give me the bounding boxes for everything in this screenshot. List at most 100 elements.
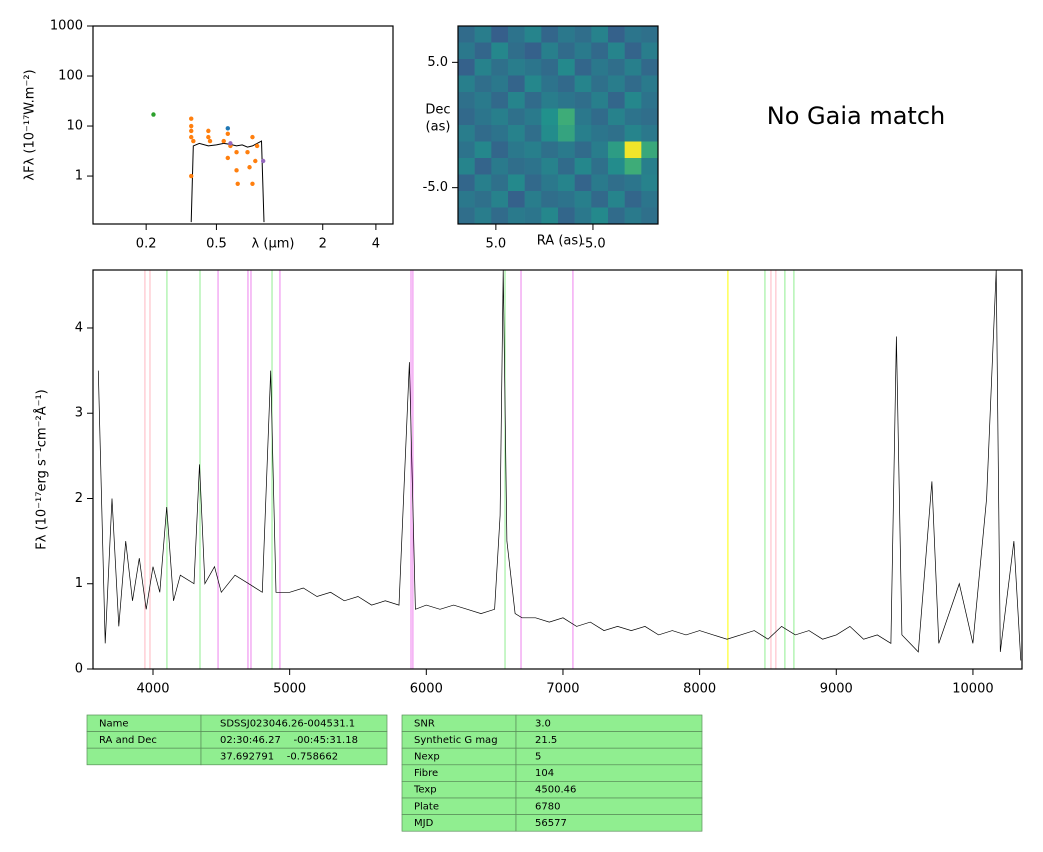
image-pixel	[624, 26, 642, 43]
image-pixel	[591, 59, 609, 76]
image-pixel	[474, 141, 492, 159]
photometry-point	[189, 128, 194, 134]
image-pixel	[474, 92, 492, 109]
image-pixel	[491, 158, 509, 175]
image-pixel	[524, 158, 542, 175]
table-cell	[515, 747, 703, 766]
y-tick-label: 1	[75, 169, 83, 184]
image-pixel	[574, 92, 592, 109]
plot-frame	[457, 25, 659, 225]
image-pixel	[608, 59, 625, 76]
image-pixel	[491, 59, 509, 76]
image-pixel	[508, 26, 525, 43]
spectrum	[97, 270, 1022, 661]
photometry-point	[234, 168, 239, 173]
plot-frame	[92, 269, 1023, 670]
photometry-point	[189, 123, 194, 129]
image-pixel	[524, 108, 542, 126]
image-pixel	[574, 158, 592, 175]
image-pixel	[641, 174, 659, 192]
y-tick-label: 4	[75, 320, 83, 335]
y-axis-label: Dec	[425, 103, 450, 118]
image-pixel	[608, 158, 625, 175]
photometry-point	[191, 138, 196, 144]
y-tick-label: 1000	[50, 19, 83, 34]
image-pixel	[458, 158, 475, 175]
image-pixel	[591, 207, 609, 225]
image-pixel	[641, 141, 659, 159]
x-tick-label: -5.0	[580, 237, 605, 252]
photometry-point	[250, 134, 255, 140]
image-pixel	[591, 191, 609, 208]
image-pixel	[524, 191, 542, 208]
image-pixel	[541, 92, 559, 109]
image-pixel	[491, 207, 509, 225]
photometry-point	[250, 181, 255, 187]
image-pixel	[558, 191, 575, 208]
image-pixel	[608, 108, 625, 126]
table-value: 4500.46	[535, 785, 576, 796]
image-pixel	[591, 92, 609, 109]
image-pixel	[508, 59, 525, 76]
image-pixel	[474, 42, 492, 60]
table-value: 104	[535, 768, 554, 779]
table-cell	[515, 814, 703, 832]
image-pixel	[474, 174, 492, 192]
image-pixel	[591, 125, 609, 142]
x-tick-label: 6000	[410, 682, 443, 697]
image-pixel	[574, 26, 592, 43]
image-pixel	[491, 92, 509, 109]
image-pixel	[574, 207, 592, 225]
table-label: Synthetic G mag	[414, 735, 498, 746]
image-pixel	[458, 26, 475, 43]
image-pixel	[458, 174, 475, 192]
image-pixel	[524, 59, 542, 76]
y-tick-label: 5.0	[427, 55, 448, 70]
image-pixel	[574, 174, 592, 192]
image-pixel	[608, 125, 625, 142]
image-pixel	[458, 92, 475, 109]
image-pixel	[558, 108, 575, 126]
image-pixel	[524, 75, 542, 93]
image-pixel	[508, 75, 525, 93]
image-pixel	[624, 207, 642, 225]
image-pixel	[608, 141, 625, 159]
table-label: Nexp	[414, 752, 440, 763]
image-pixel	[558, 92, 575, 109]
image-pixel	[491, 75, 509, 93]
x-axis-label: RA (as)	[537, 234, 583, 249]
image-pixel	[524, 174, 542, 192]
image-pixel	[508, 92, 525, 109]
image-pixel	[558, 59, 575, 76]
image-pixel	[608, 75, 625, 93]
table-value: 37.692791 -0.758662	[220, 752, 338, 763]
photometry-point	[189, 134, 194, 140]
image-pixel	[508, 207, 525, 225]
table-value: 3.0	[535, 718, 551, 729]
image-pixel	[624, 59, 642, 76]
image-pixel	[524, 42, 542, 60]
photometry-point	[207, 138, 213, 144]
x-tick-label: 5.0	[486, 237, 507, 252]
y-tick-label: 2	[75, 491, 83, 506]
plot-frame	[92, 25, 394, 225]
x-tick-label: 9000	[820, 682, 853, 697]
photometry-point	[260, 158, 266, 164]
image-pixel	[491, 174, 509, 192]
image-pixel	[591, 26, 609, 43]
image-pixel	[508, 141, 525, 159]
image-pixel	[558, 125, 575, 142]
image-pixel	[458, 75, 475, 93]
photometry-point	[228, 141, 233, 146]
image-pixel	[491, 191, 509, 208]
image-pixel	[574, 141, 592, 159]
x-axis-label: λ (μm)	[252, 237, 295, 252]
x-tick-label: 4000	[136, 682, 169, 697]
y-axis-label: λFλ (10⁻¹⁷W.m⁻²)	[23, 69, 38, 180]
image-pixel	[591, 108, 609, 126]
image-pixel	[474, 207, 492, 225]
x-tick-label: 7000	[546, 682, 579, 697]
image-pixel	[491, 26, 509, 43]
y-tick-label: 3	[75, 406, 83, 421]
